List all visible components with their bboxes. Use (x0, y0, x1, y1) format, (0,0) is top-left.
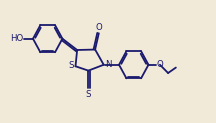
Text: O: O (96, 23, 103, 32)
Text: O: O (157, 60, 163, 69)
Text: S: S (68, 61, 74, 70)
Text: S: S (86, 90, 91, 99)
Text: HO: HO (10, 34, 23, 43)
Text: N: N (105, 60, 112, 69)
